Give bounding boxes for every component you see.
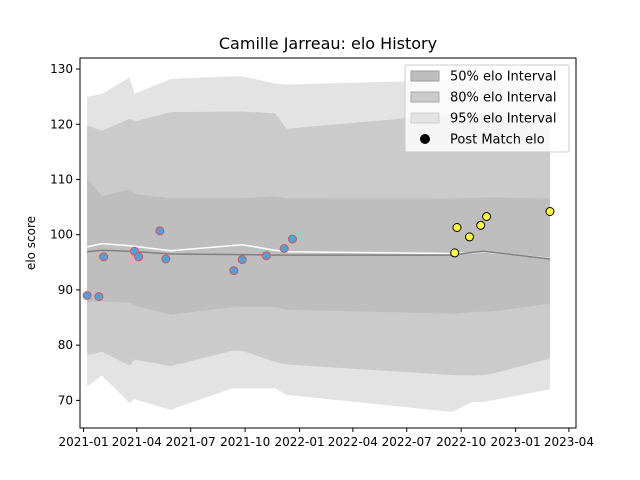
y-tick-label-6: 130 bbox=[50, 62, 73, 76]
legend-box bbox=[404, 64, 570, 153]
x-tick-label-8: 2023-01 bbox=[491, 435, 541, 449]
legend-label-0: 50% elo Interval bbox=[450, 70, 557, 85]
x-tick-label-7: 2022-10 bbox=[436, 435, 486, 449]
y-tick-label-1: 80 bbox=[58, 338, 73, 352]
legend-label-1: 80% elo Interval bbox=[450, 91, 557, 106]
x-tick-label-0: 2021-01 bbox=[58, 435, 108, 449]
post-match-points bbox=[82, 207, 555, 302]
y-tick-label-2: 90 bbox=[58, 283, 73, 297]
x-tick-label-6: 2022-07 bbox=[382, 435, 432, 449]
series-lines bbox=[86, 242, 551, 260]
x-tick-label-3: 2021-10 bbox=[220, 435, 270, 449]
legend: 50% elo Interval 80% elo Interval 95% elo … bbox=[404, 64, 570, 153]
legend-items: 50% elo Interval 80% elo Interval 95% elo … bbox=[410, 70, 557, 148]
match-point-9 bbox=[261, 251, 271, 261]
match-point-17 bbox=[545, 207, 555, 216]
match-point-0 bbox=[82, 291, 92, 300]
legend-marker-3 bbox=[420, 134, 430, 144]
x-tick-label-9: 2023-04 bbox=[544, 435, 594, 449]
interval-band-2 bbox=[87, 178, 550, 315]
chart-title: Camille Jarreau: elo History bbox=[219, 34, 437, 53]
match-point-13 bbox=[452, 223, 462, 232]
legend-label-3: Post Match elo bbox=[450, 133, 545, 148]
x-tick-label-1: 2021-04 bbox=[112, 435, 162, 449]
match-point-5 bbox=[155, 226, 165, 236]
legend-label-2: 95% elo Interval bbox=[450, 112, 557, 127]
y-tick-label-5: 120 bbox=[50, 117, 73, 131]
y-tick-label-4: 110 bbox=[50, 172, 73, 186]
legend-swatch-0 bbox=[410, 70, 440, 82]
match-point-10 bbox=[279, 244, 289, 253]
x-tick-label-4: 2022-01 bbox=[275, 435, 325, 449]
y-axis-ticks: 70 80 90 100 110 120 130 bbox=[50, 62, 80, 407]
match-point-7 bbox=[229, 266, 239, 276]
match-point-4 bbox=[134, 252, 144, 262]
match-point-2 bbox=[99, 252, 109, 262]
match-point-8 bbox=[237, 255, 247, 265]
legend-swatch-2 bbox=[410, 112, 440, 124]
match-point-15 bbox=[476, 220, 486, 230]
match-point-12 bbox=[450, 248, 460, 258]
x-axis-ticks: 2021-01 2021-04 2021-07 2021-10 2022-01 2022-… bbox=[58, 428, 594, 449]
x-tick-label-2: 2021-07 bbox=[166, 435, 216, 449]
y-tick-label-0: 70 bbox=[58, 393, 73, 407]
x-tick-label-5: 2022-04 bbox=[328, 435, 378, 449]
series-line-1 bbox=[87, 249, 551, 260]
y-axis-label: elo score bbox=[24, 216, 38, 270]
match-point-11 bbox=[288, 234, 297, 244]
match-point-6 bbox=[161, 254, 171, 264]
legend-swatch-1 bbox=[410, 91, 440, 103]
match-point-16 bbox=[482, 212, 492, 221]
interval-bands bbox=[87, 76, 550, 412]
match-point-14 bbox=[465, 232, 474, 242]
match-point-1 bbox=[94, 292, 104, 302]
plot-area-frame bbox=[79, 57, 577, 429]
y-tick-label-3: 100 bbox=[50, 228, 73, 242]
